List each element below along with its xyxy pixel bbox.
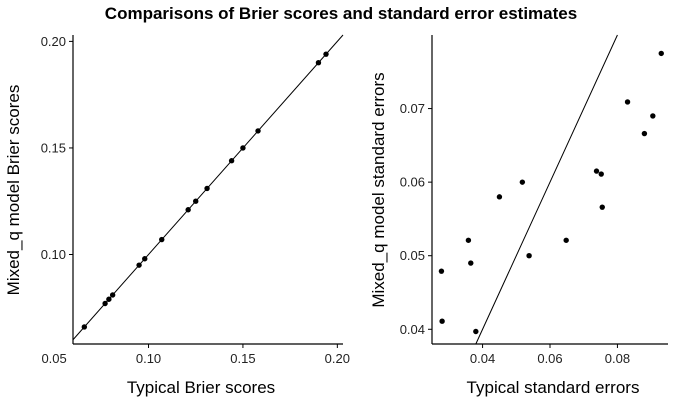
data-point bbox=[204, 185, 210, 192]
data-point bbox=[240, 145, 246, 151]
y-tick-label: 0.10 bbox=[41, 247, 66, 262]
y-axis-title: Mixed_q model Brier scores bbox=[4, 85, 23, 296]
figure-title: Comparisons of Brier scores and standard… bbox=[105, 4, 577, 23]
x-axis-title: Typical standard errors bbox=[467, 378, 640, 397]
data-point bbox=[641, 130, 648, 137]
data-point bbox=[255, 128, 261, 134]
x-tick-label: 0.20 bbox=[325, 351, 350, 366]
y-tick-label: 0.04 bbox=[400, 322, 425, 337]
data-point bbox=[142, 256, 148, 262]
identity-reference-line bbox=[475, 34, 618, 345]
data-point bbox=[81, 324, 88, 330]
data-point bbox=[465, 237, 472, 243]
y-tick-label: 0.05 bbox=[400, 248, 425, 263]
x-tick-label: 0.06 bbox=[537, 351, 562, 366]
data-point bbox=[323, 51, 329, 57]
brier-panel: 0.05 0.10 0.15 0.20 0.10 0.15 0.20 Typical Bri… bbox=[4, 34, 350, 397]
y-tick-label: 0.20 bbox=[41, 34, 66, 49]
data-point bbox=[624, 99, 631, 105]
data-point bbox=[102, 300, 108, 307]
y-tick-label: 0.07 bbox=[400, 101, 425, 116]
data-point bbox=[650, 113, 656, 119]
data-point bbox=[106, 296, 112, 302]
data-point bbox=[496, 194, 503, 200]
data-point bbox=[473, 328, 479, 335]
data-point bbox=[159, 236, 165, 243]
data-point bbox=[593, 168, 600, 174]
y-axis-title: Mixed_q model standard errors bbox=[369, 72, 388, 307]
y-tick-label: 0.06 bbox=[400, 175, 425, 190]
x-tick-label: 0.15 bbox=[230, 351, 255, 366]
data-point bbox=[193, 198, 199, 204]
data-point bbox=[658, 50, 664, 57]
data-point bbox=[185, 207, 191, 213]
data-point bbox=[136, 262, 142, 268]
data-point bbox=[315, 60, 322, 66]
x-tick-label: 0.04 bbox=[470, 351, 495, 366]
data-point bbox=[563, 237, 569, 243]
data-point bbox=[598, 171, 604, 177]
standard-error-panel: 0.04 0.06 0.08 0.04 0.05 0.06 0.07 Typical sta… bbox=[369, 34, 668, 397]
x-axis-title: Typical Brier scores bbox=[127, 378, 275, 397]
y-tick-label: 0.15 bbox=[41, 140, 66, 155]
data-point bbox=[228, 158, 235, 164]
data-point bbox=[526, 253, 532, 259]
data-point bbox=[438, 268, 445, 274]
x-tick-label: 0.08 bbox=[605, 351, 630, 366]
data-point bbox=[599, 204, 605, 210]
data-point bbox=[468, 260, 474, 266]
data-point bbox=[439, 318, 445, 324]
x-tick-label: 0.05 bbox=[41, 351, 66, 366]
data-point bbox=[519, 179, 526, 185]
data-point bbox=[109, 292, 116, 298]
x-tick-label: 0.10 bbox=[136, 351, 161, 366]
